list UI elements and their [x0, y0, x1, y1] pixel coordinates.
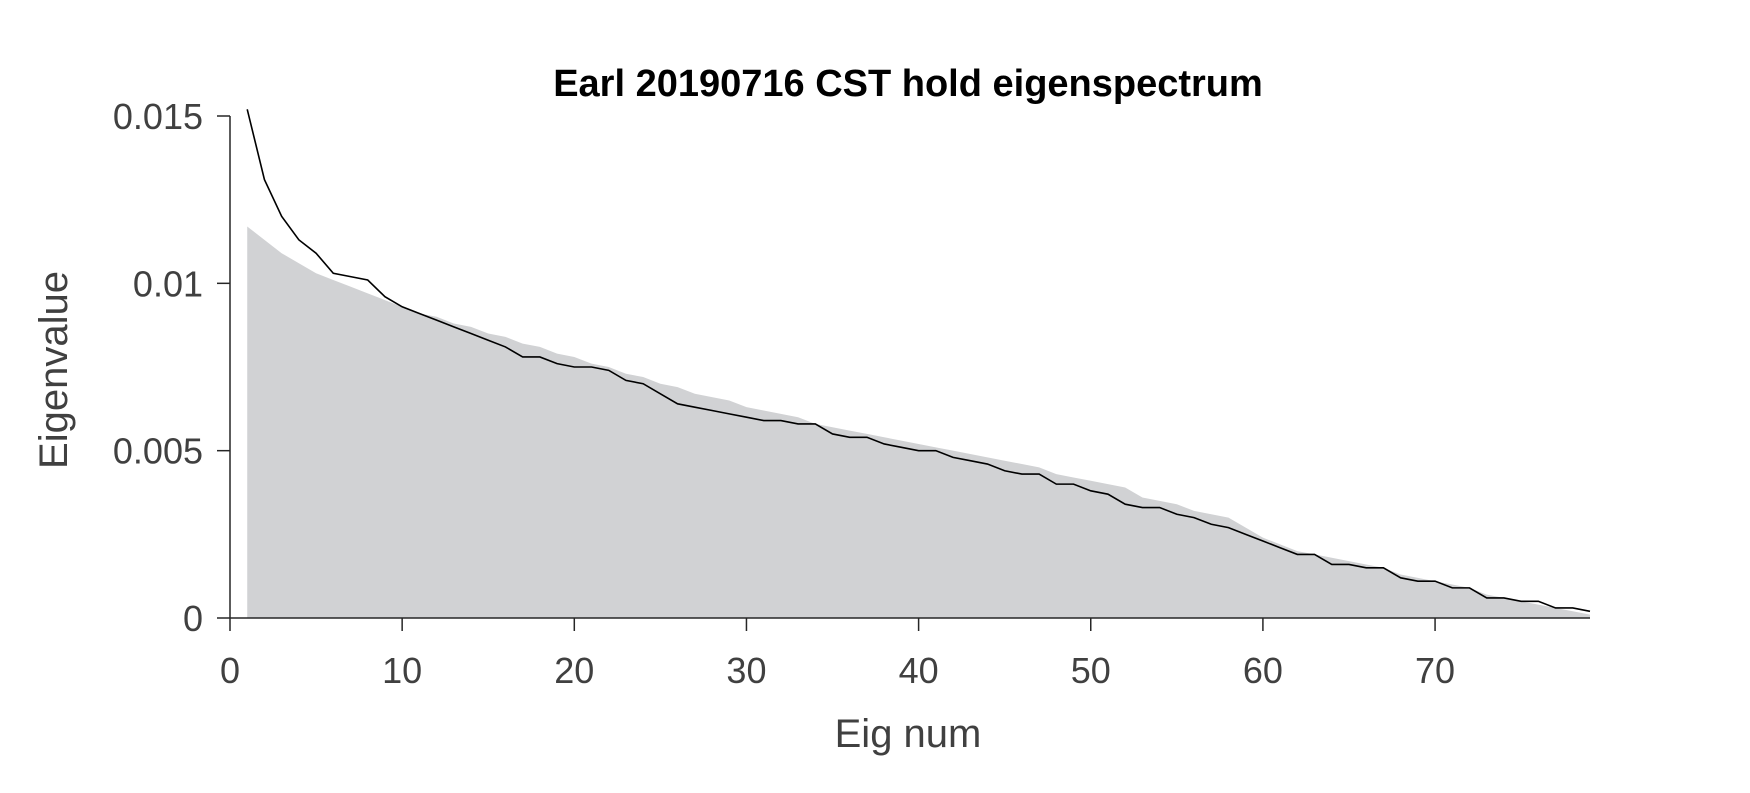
x-tick-label: 0 — [220, 650, 240, 691]
line-series — [246, 109, 1591, 613]
x-tick-label: 30 — [726, 650, 766, 691]
plot-area — [246, 109, 1591, 618]
y-ticks: 0 0.005 0.01 0.015 — [113, 96, 230, 639]
axes — [229, 116, 1590, 619]
y-axis-label: Eigenvalue — [32, 271, 76, 469]
x-tick-label: 60 — [1243, 650, 1283, 691]
x-tick-label: 70 — [1415, 650, 1455, 691]
x-axis-label: Eig num — [835, 712, 982, 756]
y-tick-label: 0.01 — [133, 263, 203, 304]
x-tick-label: 20 — [554, 650, 594, 691]
x-tick-label: 10 — [382, 650, 422, 691]
x-tick-label: 50 — [1071, 650, 1111, 691]
chart-title: Earl 20190716 CST hold eigenspectrum — [553, 63, 1263, 105]
area-series — [247, 226, 1591, 618]
x-ticks: 0 10 20 30 40 50 60 70 — [220, 618, 1455, 691]
y-tick-label: 0.005 — [113, 431, 203, 472]
y-tick-label: 0.015 — [113, 96, 203, 137]
y-tick-label: 0 — [183, 598, 203, 639]
x-tick-label: 40 — [899, 650, 939, 691]
